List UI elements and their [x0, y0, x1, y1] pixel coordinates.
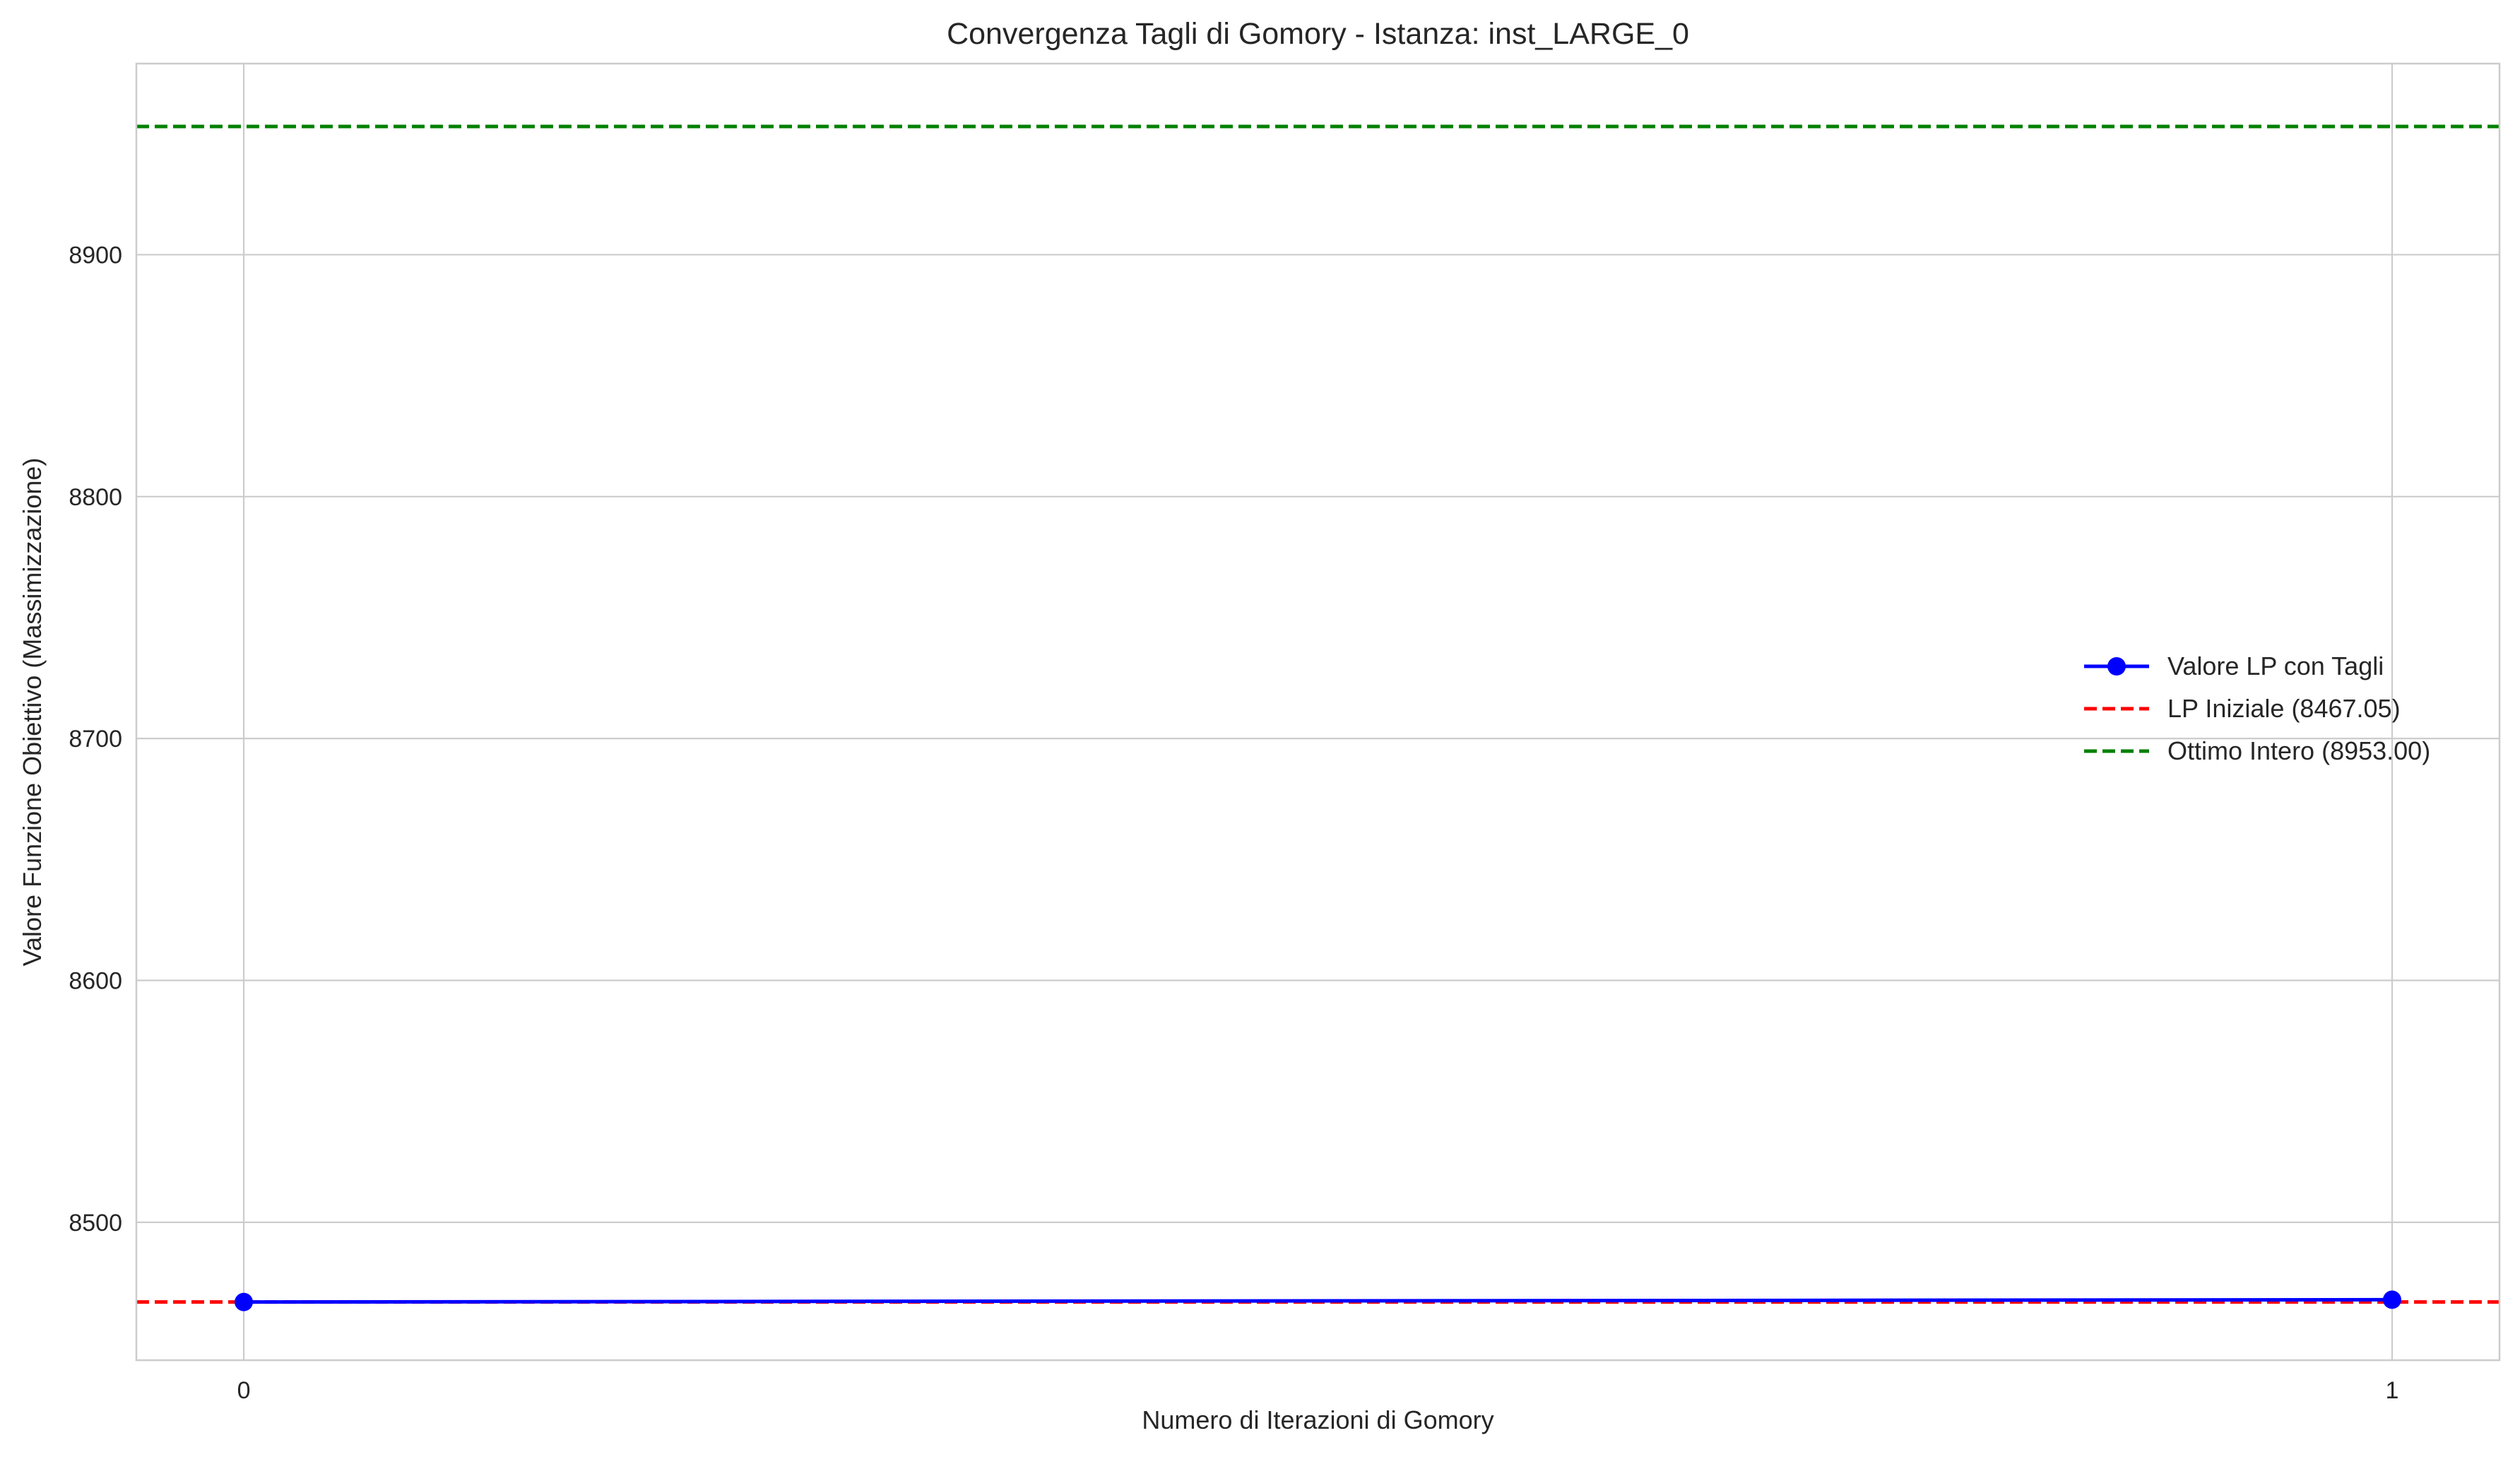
- legend-label: Valore LP con Tagli: [2167, 651, 2384, 680]
- legend-label: LP Iniziale (8467.05): [2167, 694, 2401, 723]
- y-tick-label: 8700: [69, 726, 122, 753]
- x-tick-label: 1: [2385, 1377, 2398, 1404]
- chart-title: Convergenza Tagli di Gomory - Istanza: i…: [947, 17, 1689, 51]
- plot-background: [136, 64, 2500, 1360]
- y-tick-label: 8600: [69, 968, 122, 995]
- data-point: [235, 1292, 254, 1311]
- y-tick-label: 8500: [69, 1210, 122, 1237]
- legend-marker: [2107, 657, 2126, 676]
- plot-frame: [135, 62, 2501, 1362]
- legend-label: Ottimo Intero (8953.00): [2167, 736, 2430, 765]
- y-tick-label: 8900: [69, 242, 122, 269]
- data-point: [2382, 1290, 2401, 1309]
- x-tick-label: 0: [237, 1377, 251, 1404]
- legend: Valore LP con Tagli LP Iniziale (8467.05)…: [2084, 651, 2430, 765]
- x-axis-title: Numero di Iterazioni di Gomory: [1142, 1405, 1493, 1434]
- series-line: [244, 1297, 2392, 1304]
- y-axis-title: Valore Funzione Obiettivo (Massimizzazio…: [18, 458, 47, 967]
- y-tick-label: 8800: [69, 484, 122, 511]
- plot-area: 8500 8600 8700 8800 8900 0 1: [69, 62, 2501, 1404]
